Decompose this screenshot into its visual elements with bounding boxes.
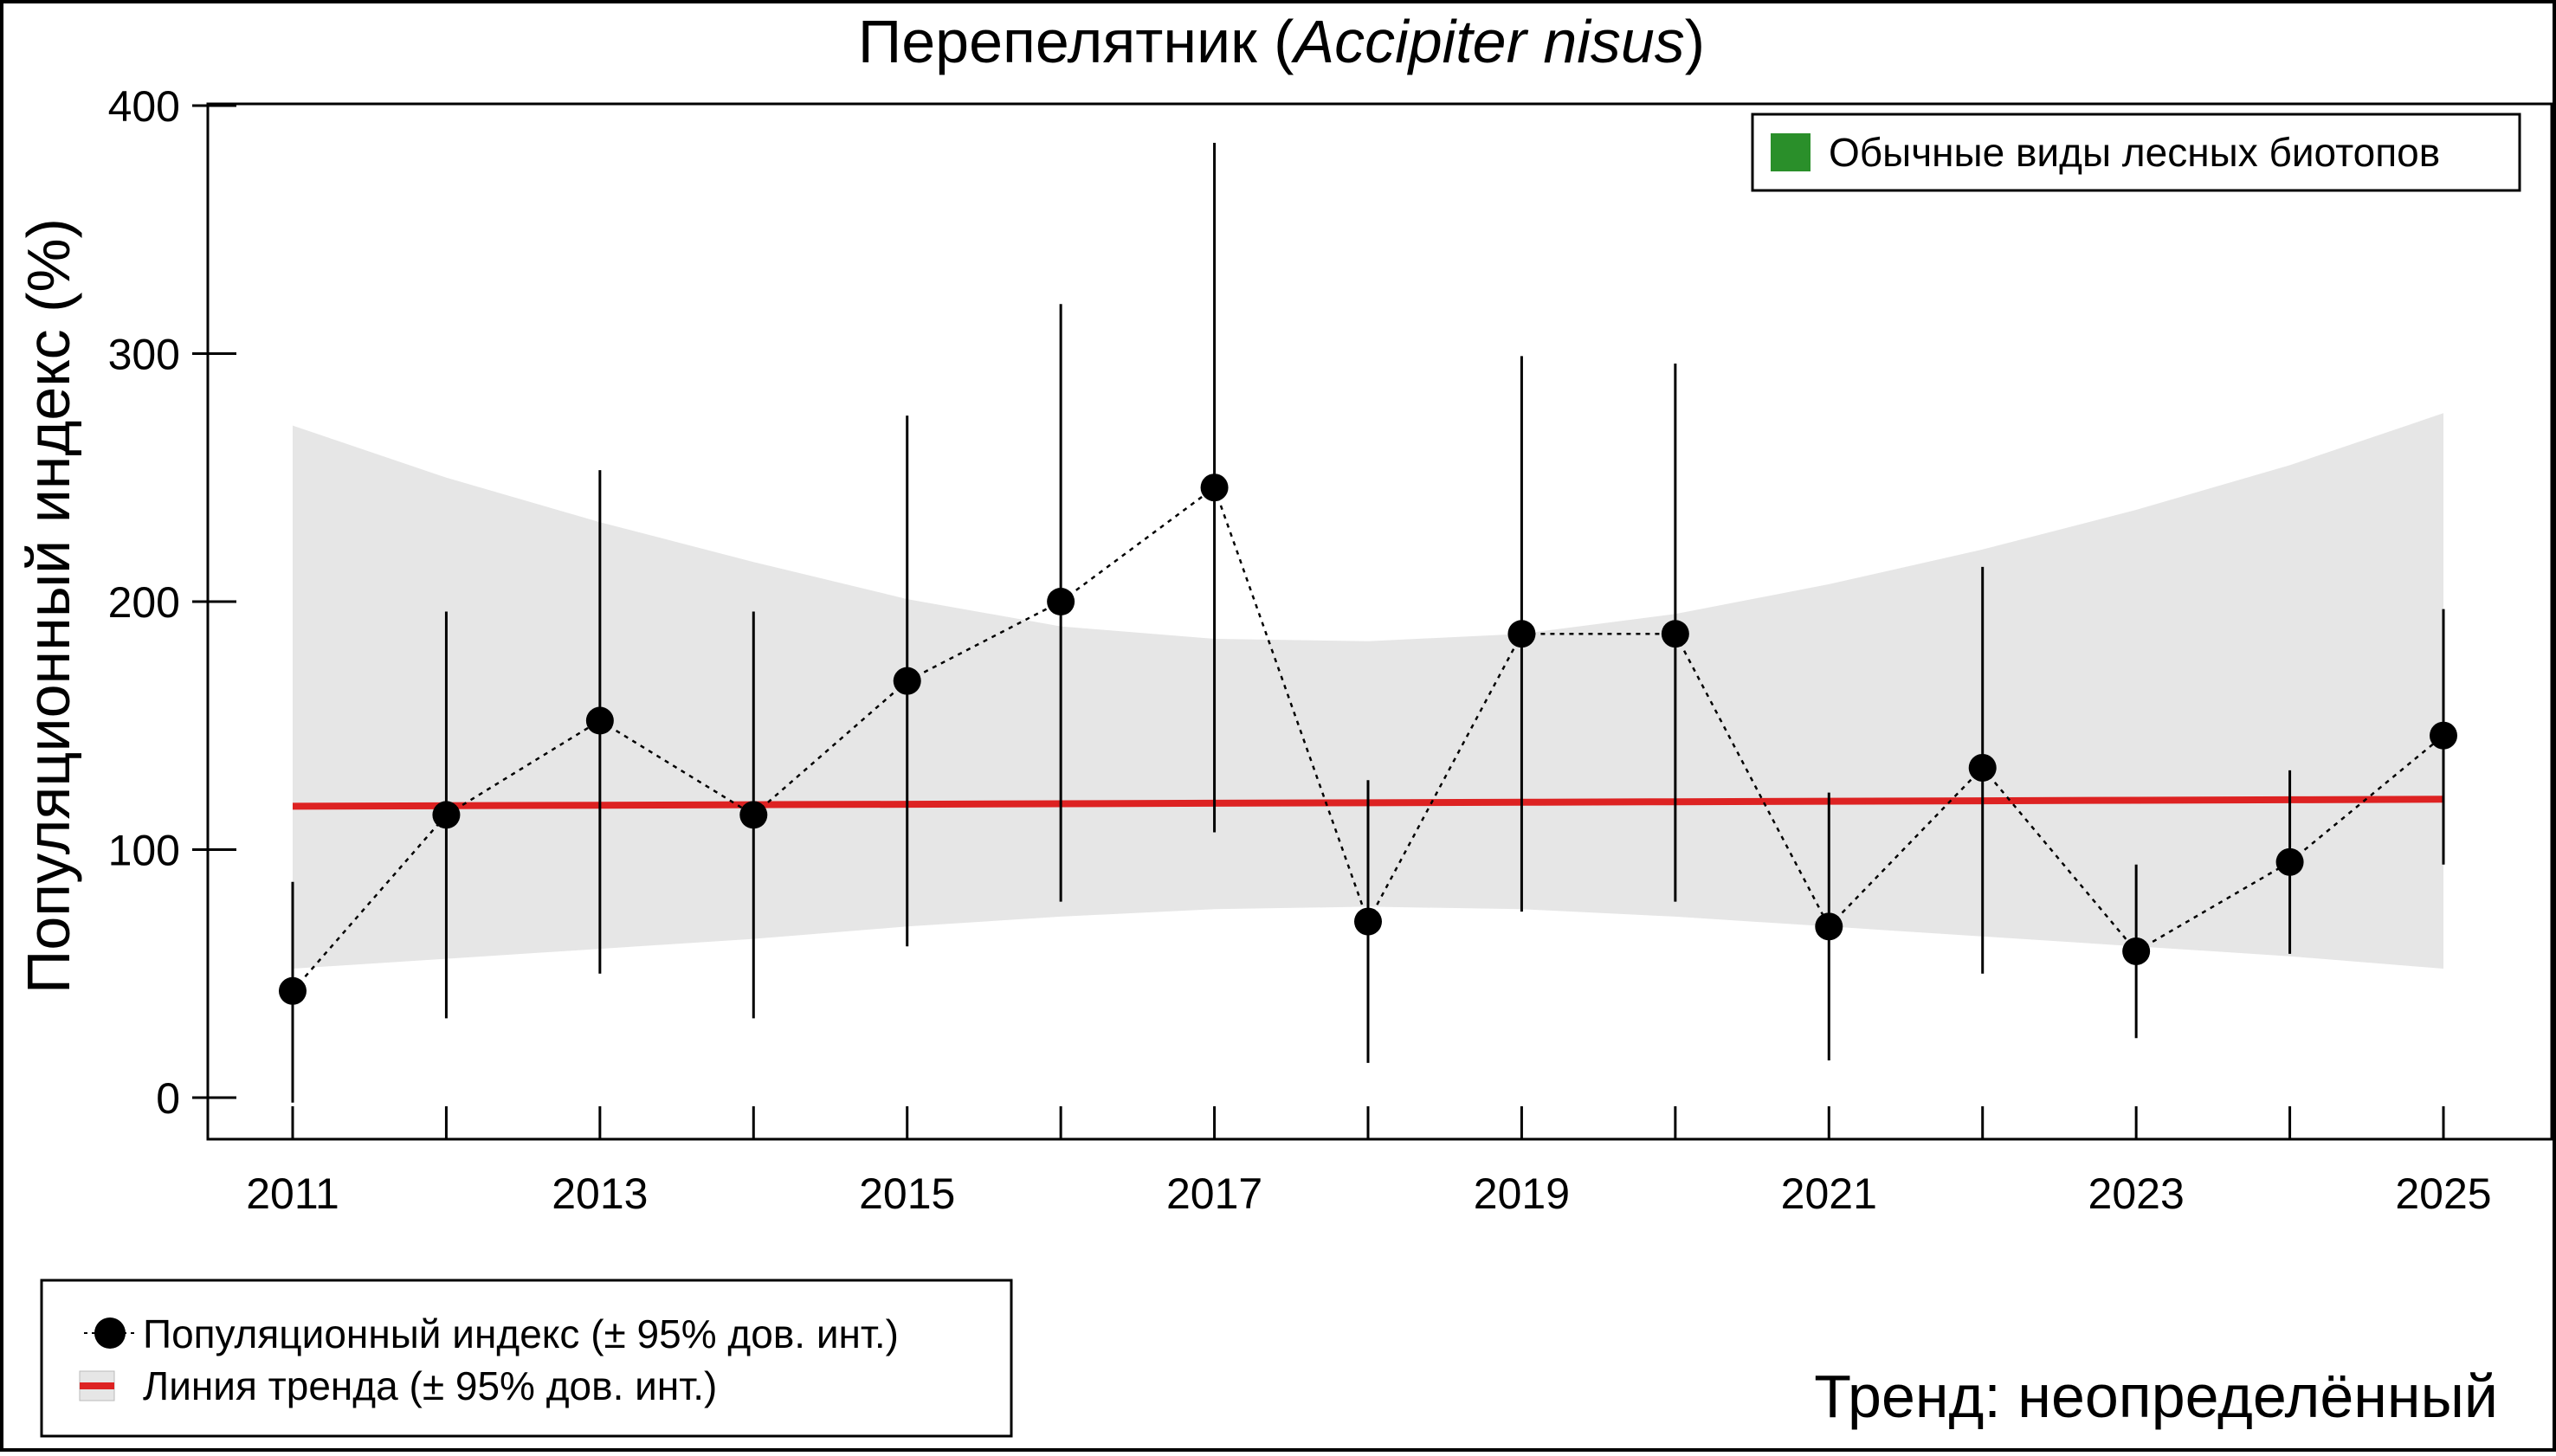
index-connector-2024-2025 bbox=[2288, 734, 2444, 863]
series-legend-box bbox=[40, 1279, 1013, 1438]
x-tick-label-2017: 2017 bbox=[1166, 1169, 1262, 1218]
index-point-2011 bbox=[279, 976, 307, 1005]
index-connector-2021-2022 bbox=[1828, 767, 1984, 928]
index-point-2022 bbox=[1968, 753, 1997, 782]
series-legend-index-label: Популяционный индекс (± 95% дов. инт.) bbox=[143, 1311, 899, 1356]
chart-title-species: Accipiter nisus bbox=[1290, 8, 1684, 75]
trend-ci-band-layer bbox=[293, 413, 2443, 969]
index-connector-layer bbox=[292, 486, 2444, 992]
x-tick-label-2015: 2015 bbox=[859, 1169, 955, 1218]
y-axis-label: Популяционный индекс (%) bbox=[15, 218, 82, 994]
index-connector-2013-2014 bbox=[599, 719, 754, 816]
y-tick-label-200: 200 bbox=[108, 578, 180, 627]
index-point-2025 bbox=[2430, 721, 2457, 750]
index-point-2024 bbox=[2275, 847, 2304, 876]
index-point-2021 bbox=[1815, 912, 1843, 941]
index-point-2013 bbox=[585, 706, 614, 735]
x-tick-label-2019: 2019 bbox=[1474, 1169, 1570, 1218]
index-point-2015 bbox=[893, 667, 921, 695]
index-connector-2022-2023 bbox=[1981, 767, 2138, 952]
chart-title: Перепелятник (Accipiter nisus) bbox=[858, 8, 1705, 75]
index-connector-2023-2024 bbox=[2135, 860, 2291, 953]
index-connector-2011-2012 bbox=[292, 814, 448, 992]
index-point-2017 bbox=[1200, 474, 1229, 502]
series-legend-index-marker bbox=[94, 1317, 126, 1349]
group-legend: Обычные виды лесных биотопов bbox=[1751, 113, 2521, 192]
x-tick-label-2011: 2011 bbox=[246, 1169, 339, 1218]
y-tick-label-300: 300 bbox=[108, 331, 180, 379]
index-point-2020 bbox=[1661, 620, 1689, 648]
group-legend-label: Обычные виды лесных биотопов bbox=[1829, 130, 2440, 175]
x-tick-label-2013: 2013 bbox=[552, 1169, 648, 1218]
index-connector-2018-2019 bbox=[1366, 633, 1523, 923]
x-tick-label-2021: 2021 bbox=[1781, 1169, 1877, 1218]
trend-verdict: Тренд: неопределённый bbox=[1814, 1363, 2498, 1430]
index-connector-2017-2018 bbox=[1213, 486, 1370, 923]
series-legend: Популяционный индекс (± 95% дов. инт.) Л… bbox=[40, 1279, 1013, 1438]
y-tick-label-100: 100 bbox=[108, 827, 180, 875]
index-connector-2016-2017 bbox=[1060, 486, 1216, 603]
chart-title-main: Перепелятник ( bbox=[858, 8, 1294, 75]
x-tick-label-2023: 2023 bbox=[2088, 1169, 2185, 1218]
series-legend-trend-label: Линия тренда (± 95% дов. инт.) bbox=[143, 1363, 717, 1408]
index-point-2016 bbox=[1047, 588, 1075, 615]
index-connector-2015-2016 bbox=[907, 600, 1062, 682]
index-connector-2020-2021 bbox=[1674, 633, 1830, 927]
group-legend-box bbox=[1751, 113, 2521, 192]
index-point-layer bbox=[279, 474, 2457, 1005]
index-point-2012 bbox=[432, 801, 461, 829]
plot-area-frame bbox=[206, 102, 2553, 1141]
index-point-2018 bbox=[1354, 907, 1382, 936]
y-axis-ticks: 0 100 200 300 400 bbox=[108, 82, 236, 1123]
index-connector-2012-2013 bbox=[445, 719, 601, 816]
chart-title-end: ) bbox=[1685, 8, 1705, 75]
y-tick-label-0: 0 bbox=[156, 1074, 180, 1123]
group-legend-swatch bbox=[1771, 133, 1810, 171]
x-axis-ticks: 2011 2013 2015 2017 2019 2021 2023 2025 bbox=[246, 1106, 2492, 1218]
index-point-2023 bbox=[2122, 937, 2151, 965]
trend-ci-band bbox=[293, 413, 2443, 969]
y-tick-label-400: 400 bbox=[108, 82, 180, 131]
index-point-2019 bbox=[1507, 620, 1536, 648]
x-tick-label-2025: 2025 bbox=[2395, 1169, 2491, 1218]
index-point-2014 bbox=[739, 801, 768, 829]
